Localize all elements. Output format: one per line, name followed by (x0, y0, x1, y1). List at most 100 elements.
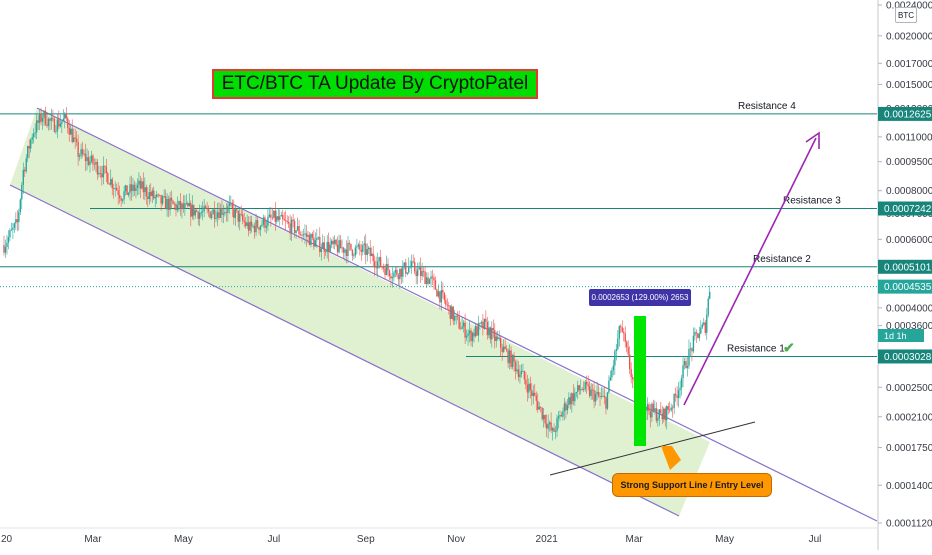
candle-body (7, 237, 10, 243)
candle-body (522, 371, 524, 372)
candle-body (77, 141, 79, 157)
candle-body (553, 428, 555, 432)
candle-body (319, 237, 321, 253)
resistance-price-tag (878, 201, 932, 216)
candle-body (359, 244, 361, 250)
candle-body (449, 305, 451, 319)
candle-body (222, 213, 225, 215)
candle-body (35, 120, 38, 133)
candle-body (259, 225, 262, 230)
time-tick-label: 2021 (536, 534, 559, 545)
candle-body (538, 406, 540, 410)
measure-bar (634, 316, 646, 446)
candle-body (587, 384, 589, 387)
candle-body (461, 326, 463, 329)
candle-body (381, 266, 383, 268)
candle-body (136, 184, 139, 189)
price-tick-label: 0.0017000 (886, 59, 932, 70)
candle-body (276, 216, 278, 222)
candle-body (408, 267, 410, 273)
candle-body (572, 393, 575, 402)
candle-body (422, 271, 425, 272)
candle-body (667, 406, 669, 410)
candle-body (185, 202, 188, 204)
candle-body (6, 242, 8, 248)
candle-body (565, 403, 567, 411)
candle-body (470, 330, 472, 342)
candle-body (342, 247, 345, 253)
candle-body (153, 190, 155, 199)
candle-body (231, 202, 234, 209)
candle-body (114, 187, 116, 189)
candle-body (68, 127, 70, 135)
candle-body (308, 234, 311, 245)
candle-body (356, 246, 358, 248)
candle-body (201, 211, 204, 213)
candle-body (18, 212, 20, 223)
candle-body (581, 389, 583, 390)
candle-body (89, 161, 91, 165)
candle-body (523, 371, 526, 380)
candle-body (167, 199, 170, 210)
candle-body (505, 349, 508, 351)
candle-body (333, 239, 336, 244)
candle-body (413, 262, 416, 272)
candle-body (354, 247, 357, 256)
candle-body (559, 415, 561, 417)
candle-body (158, 194, 161, 196)
time-tick-label: Nov (447, 534, 465, 545)
candle-body (498, 337, 500, 339)
candle-body (471, 332, 474, 342)
candle-body (373, 261, 376, 267)
candle-body (660, 409, 662, 414)
candle-body (156, 194, 158, 198)
measure-label-text: 0.0002653 (129.00%) 2653 (591, 293, 689, 302)
candle-body (175, 204, 177, 211)
candle-body (680, 378, 683, 388)
candle-body (47, 118, 50, 126)
candle-body (286, 220, 288, 223)
candle-body (138, 180, 140, 185)
candle-body (462, 322, 465, 327)
candle-body (296, 226, 299, 231)
candle-body (221, 208, 223, 215)
candle-body (630, 368, 632, 378)
candle-body (671, 407, 674, 409)
candle-body (585, 381, 588, 385)
candle-body (188, 203, 191, 207)
candle-body (612, 365, 615, 371)
resistance-price-tag-text: 0.0007242 (884, 204, 932, 215)
candle-body (566, 404, 569, 411)
candle-body (363, 243, 365, 246)
candle-body (695, 332, 698, 334)
candle-body (225, 212, 228, 213)
candle-body (501, 347, 503, 352)
candle-body (692, 335, 695, 352)
candle-body (627, 347, 629, 355)
callout-pointer (661, 446, 681, 470)
candle-body (53, 118, 56, 132)
candle-body (86, 157, 88, 162)
candle-body (37, 120, 39, 123)
candle-body (603, 395, 606, 398)
candle-body (141, 181, 143, 189)
time-tick-label: May (174, 534, 193, 545)
candle-body (541, 407, 543, 420)
candle-body (292, 219, 294, 222)
overlays (634, 131, 820, 470)
candle-body (591, 389, 594, 391)
candle-body (150, 191, 152, 196)
candle-body (62, 118, 65, 122)
candle-body (623, 331, 625, 334)
candle-body (456, 315, 459, 317)
candle-body (110, 179, 112, 185)
candle-body (59, 123, 62, 127)
countdown-label: 1d 1h (878, 329, 924, 342)
candle-body (250, 221, 253, 227)
candle-body (511, 355, 514, 367)
time-tick-label: Sep (357, 534, 375, 545)
candle-body (129, 184, 131, 193)
candle-body (477, 323, 480, 336)
